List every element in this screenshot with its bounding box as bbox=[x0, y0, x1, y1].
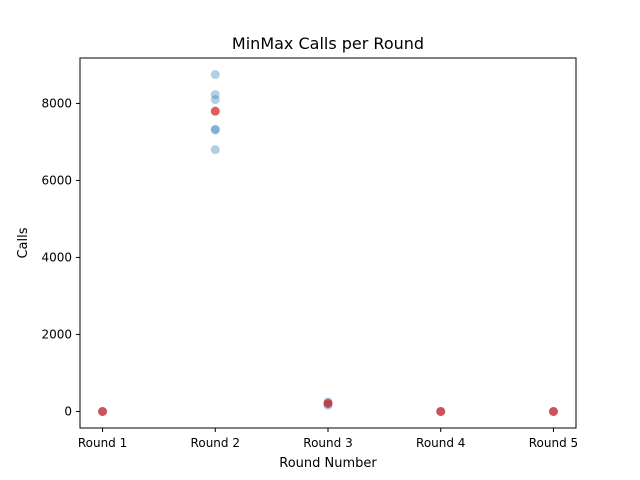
y-tick-label: 8000 bbox=[41, 96, 72, 110]
y-tick-label: 6000 bbox=[41, 173, 72, 187]
x-tick-label: Round 1 bbox=[78, 436, 127, 450]
data-point bbox=[210, 90, 220, 100]
x-tick-label: Round 5 bbox=[529, 436, 578, 450]
x-tick-label: Round 3 bbox=[303, 436, 352, 450]
y-axis-ticks: 0 2000 4000 6000 8000 bbox=[41, 96, 80, 418]
data-point bbox=[98, 406, 108, 416]
plot-frame bbox=[79, 57, 577, 429]
y-tick-label: 0 bbox=[64, 404, 72, 418]
data-point bbox=[210, 106, 220, 116]
data-point bbox=[210, 70, 220, 80]
data-point bbox=[210, 145, 220, 155]
data-point bbox=[323, 398, 333, 408]
y-tick-label: 2000 bbox=[41, 327, 72, 341]
chart-title: MinMax Calls per Round bbox=[232, 34, 424, 53]
x-axis-ticks: Round 1 Round 2 Round 3 Round 4 Round 5 bbox=[78, 428, 578, 450]
y-tick-label: 4000 bbox=[41, 250, 72, 264]
x-tick-label: Round 2 bbox=[191, 436, 240, 450]
x-tick-label: Round 4 bbox=[416, 436, 465, 450]
data-point bbox=[210, 124, 220, 134]
data-point bbox=[548, 406, 558, 416]
data-point bbox=[210, 125, 220, 135]
data-points bbox=[98, 70, 558, 416]
data-point bbox=[210, 95, 220, 105]
data-point bbox=[436, 406, 446, 416]
y-axis-label: Calls bbox=[16, 227, 31, 258]
x-axis-label: Round Number bbox=[279, 456, 377, 471]
